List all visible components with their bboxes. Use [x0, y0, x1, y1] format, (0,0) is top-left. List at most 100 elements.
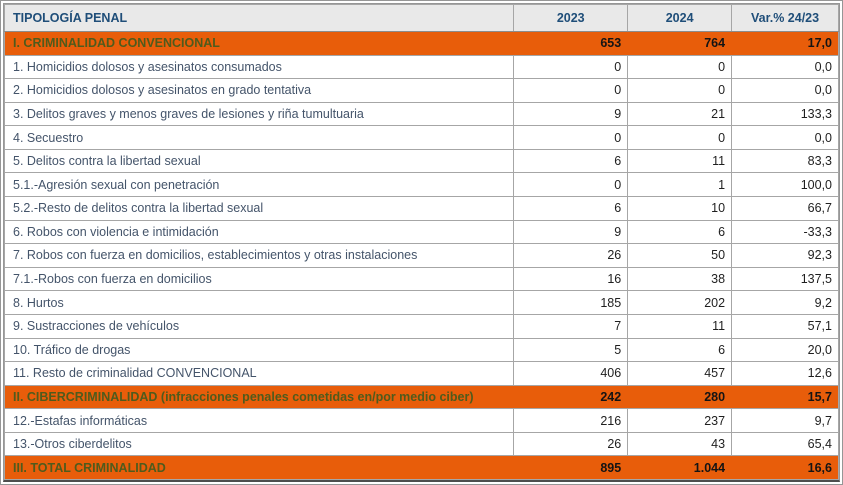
column-header-tipologia-penal: TIPOLOGÍA PENAL	[3, 4, 515, 32]
value-var-pct: 137,5	[731, 266, 839, 292]
row-label: 5.1.-Agresión sexual con penetración	[3, 172, 515, 198]
value-2023: 26	[513, 243, 629, 268]
value-2023: 7	[513, 313, 629, 339]
table-row: 11. Resto de criminalidad CONVENCIONAL 40…	[3, 361, 839, 386]
row-label: 6. Robos con violencia e intimidación	[3, 219, 515, 245]
table-row: 1. Homicidios dolosos y asesinatos consu…	[3, 54, 839, 80]
row-label: 9. Sustracciones de vehículos	[3, 313, 515, 339]
value-var-pct: -33,3	[731, 219, 839, 245]
value-2023: 242	[513, 384, 629, 410]
value-2024: 38	[627, 266, 733, 292]
value-var-pct: 65,4	[731, 431, 839, 457]
table-inner-frame: TIPOLOGÍA PENAL 2023 2024 Var.% 24/23 I.…	[3, 3, 840, 482]
table-row: 12.-Estafas informáticas 216 237 9,7	[3, 408, 839, 433]
value-2024: 0	[627, 78, 733, 103]
row-label: 11. Resto de criminalidad CONVENCIONAL	[3, 361, 515, 386]
table-row: 13.-Otros ciberdelitos 26 43 65,4	[3, 431, 839, 457]
value-var-pct: 66,7	[731, 196, 839, 221]
row-label: II. CIBERCRIMINALIDAD (infracciones pena…	[3, 384, 515, 410]
table-row: 4. Secuestro 0 0 0,0	[3, 125, 839, 150]
value-var-pct: 100,0	[731, 172, 839, 198]
value-2023: 406	[513, 361, 629, 386]
value-var-pct: 20,0	[731, 337, 839, 363]
table-row: 5. Delitos contra la libertad sexual 6 11 8…	[3, 148, 839, 174]
value-var-pct: 92,3	[731, 243, 839, 268]
value-2023: 0	[513, 78, 629, 103]
value-2023: 9	[513, 219, 629, 245]
table-body: I. CRIMINALIDAD CONVENCIONAL 653 764 17,0 1.…	[3, 31, 839, 480]
value-2024: 280	[627, 384, 733, 410]
row-label: III. TOTAL CRIMINALIDAD	[3, 455, 515, 480]
table-row: 6. Robos con violencia e intimidación 9 6-…	[3, 219, 839, 245]
value-2024: 43	[627, 431, 733, 457]
header-row: TIPOLOGÍA PENAL 2023 2024 Var.% 24/23	[3, 4, 839, 32]
value-2024: 1.044	[627, 455, 733, 480]
value-2024: 11	[627, 148, 733, 174]
table-row: 3. Delitos graves y menos graves de lesi…	[3, 101, 839, 127]
value-2023: 6	[513, 196, 629, 221]
value-2024: 457	[627, 361, 733, 386]
value-var-pct: 0,0	[731, 54, 839, 80]
table-row: 10. Tráfico de drogas 5 6 20,0	[3, 337, 839, 363]
section-row: III. TOTAL CRIMINALIDAD 895 1.044 16,6	[3, 455, 839, 480]
value-var-pct: 0,0	[731, 78, 839, 103]
crime-typology-table: TIPOLOGÍA PENAL 2023 2024 Var.% 24/23 I.…	[3, 4, 839, 480]
row-label: 5.2.-Resto de delitos contra la libertad…	[3, 196, 515, 221]
value-2023: 895	[513, 455, 629, 480]
value-2023: 6	[513, 148, 629, 174]
value-2024: 0	[627, 54, 733, 80]
table-row: 2. Homicidios dolosos y asesinatos en gr…	[3, 78, 839, 103]
value-2023: 0	[513, 172, 629, 198]
column-header-2024: 2024	[627, 4, 733, 32]
value-2024: 10	[627, 196, 733, 221]
value-2023: 5	[513, 337, 629, 363]
value-2024: 21	[627, 101, 733, 127]
value-2023: 0	[513, 125, 629, 150]
row-label: 12.-Estafas informáticas	[3, 408, 515, 433]
value-2023: 653	[513, 31, 629, 56]
value-2023: 216	[513, 408, 629, 433]
row-label: 7. Robos con fuerza en domicilios, estab…	[3, 243, 515, 268]
value-2024: 50	[627, 243, 733, 268]
value-2023: 9	[513, 101, 629, 127]
value-2024: 202	[627, 290, 733, 315]
table-row: 8. Hurtos 185 202 9,2	[3, 290, 839, 315]
value-var-pct: 133,3	[731, 101, 839, 127]
table-row: 5.1.-Agresión sexual con penetración 0 1 10…	[3, 172, 839, 198]
section-row: II. CIBERCRIMINALIDAD (infracciones pena…	[3, 384, 839, 410]
section-row: I. CRIMINALIDAD CONVENCIONAL 653 764 17,0	[3, 31, 839, 56]
value-2023: 26	[513, 431, 629, 457]
value-var-pct: 0,0	[731, 125, 839, 150]
row-label: 7.1.-Robos con fuerza en domicilios	[3, 266, 515, 292]
column-header-var-pct: Var.% 24/23	[731, 4, 839, 32]
value-var-pct: 57,1	[731, 313, 839, 339]
table-row: 7.1.-Robos con fuerza en domicilios 16 38 1…	[3, 266, 839, 292]
value-var-pct: 9,7	[731, 408, 839, 433]
value-var-pct: 16,6	[731, 455, 839, 480]
table-row: 9. Sustracciones de vehículos 7 11 57,1	[3, 313, 839, 339]
value-var-pct: 9,2	[731, 290, 839, 315]
row-label: 8. Hurtos	[3, 290, 515, 315]
row-label: I. CRIMINALIDAD CONVENCIONAL	[3, 31, 515, 56]
row-label: 13.-Otros ciberdelitos	[3, 431, 515, 457]
value-2024: 0	[627, 125, 733, 150]
column-header-2023: 2023	[513, 4, 629, 32]
value-var-pct: 17,0	[731, 31, 839, 56]
value-2024: 6	[627, 219, 733, 245]
value-var-pct: 83,3	[731, 148, 839, 174]
value-2024: 237	[627, 408, 733, 433]
value-2023: 185	[513, 290, 629, 315]
row-label: 5. Delitos contra la libertad sexual	[3, 148, 515, 174]
value-2024: 764	[627, 31, 733, 56]
value-2024: 11	[627, 313, 733, 339]
row-label: 3. Delitos graves y menos graves de lesi…	[3, 101, 515, 127]
table-row: 7. Robos con fuerza en domicilios, estab…	[3, 243, 839, 268]
row-label: 2. Homicidios dolosos y asesinatos en gr…	[3, 78, 515, 103]
value-2024: 6	[627, 337, 733, 363]
value-2023: 16	[513, 266, 629, 292]
value-2024: 1	[627, 172, 733, 198]
row-label: 4. Secuestro	[3, 125, 515, 150]
value-2023: 0	[513, 54, 629, 80]
value-var-pct: 15,7	[731, 384, 839, 410]
